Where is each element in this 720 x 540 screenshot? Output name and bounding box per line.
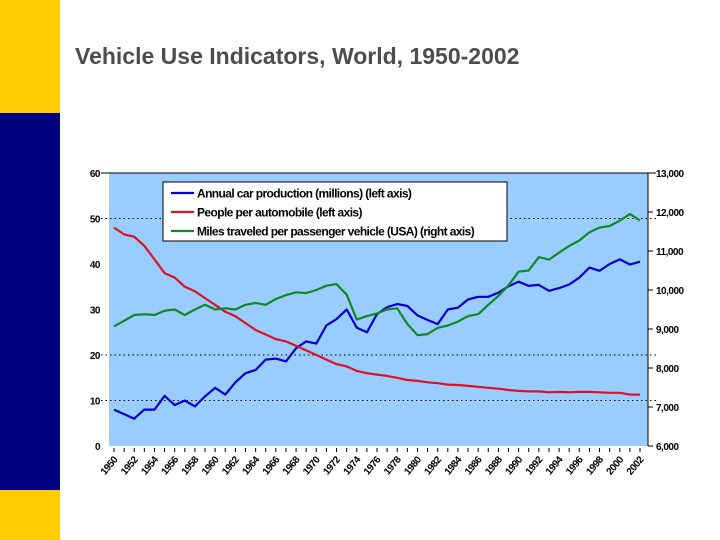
right-tick-label: 10,000 xyxy=(656,286,685,297)
x-tick-label: 2002 xyxy=(625,454,647,477)
x-tick-label: 1996 xyxy=(564,454,586,477)
x-tick-label: 1976 xyxy=(362,454,384,477)
x-tick-label: 2000 xyxy=(605,454,627,477)
x-tick-label: 1978 xyxy=(382,454,404,477)
left-tick-label: 10 xyxy=(90,397,101,408)
x-tick-label: 1986 xyxy=(463,454,485,477)
right-tick-label: 12,000 xyxy=(656,208,685,219)
x-tick-label: 1990 xyxy=(503,454,525,477)
x-tick-label: 1958 xyxy=(180,454,202,477)
series-line-2 xyxy=(113,226,640,396)
x-tick-label: 1952 xyxy=(119,454,141,477)
right-tick-label: 8,000 xyxy=(656,364,679,375)
right-tick-label: 6,000 xyxy=(656,442,679,453)
x-tick-label: 1954 xyxy=(139,454,161,477)
left-tick-label: 50 xyxy=(90,215,101,226)
x-tick-label: 1956 xyxy=(160,454,182,477)
x-tick-label: 1966 xyxy=(261,454,283,477)
left-tick-label: 20 xyxy=(90,351,101,362)
accent-bar-bottom xyxy=(0,490,60,540)
left-tick-label: 0 xyxy=(95,442,101,453)
x-tick-label: 1980 xyxy=(402,454,424,477)
x-tick-label: 1988 xyxy=(483,454,505,477)
right-tick-label: 7,000 xyxy=(656,403,679,414)
left-tick-label: 40 xyxy=(90,260,101,271)
x-tick-label: 1974 xyxy=(342,454,364,477)
x-tick-label: 1960 xyxy=(200,454,222,477)
x-tick-label: 1984 xyxy=(443,454,465,477)
x-tick-label: 1964 xyxy=(240,454,262,477)
x-tick-label: 1972 xyxy=(321,454,343,477)
right-tick-label: 13,000 xyxy=(656,169,685,180)
x-tick-label: 1962 xyxy=(220,454,242,477)
x-tick-label: 1994 xyxy=(544,454,566,477)
x-tick-label: 1998 xyxy=(584,454,606,477)
series-line-3 xyxy=(113,212,641,337)
x-tick-label: 1992 xyxy=(524,454,546,477)
x-tick-label: 1968 xyxy=(281,454,303,477)
x-tick-label: 1950 xyxy=(99,454,121,477)
accent-bar-middle xyxy=(0,113,60,490)
legend-label: Miles traveled per passenger vehicle (US… xyxy=(197,225,475,239)
left-tick-label: 30 xyxy=(90,306,101,317)
legend-box xyxy=(162,181,508,242)
legend-label: Annual car production (millions) (left a… xyxy=(197,187,412,201)
slide-title: Vehicle Use Indicators, World, 1950-2002 xyxy=(75,43,520,69)
x-tick-label: 1982 xyxy=(423,454,445,477)
right-tick-label: 11,000 xyxy=(656,247,684,258)
left-tick-label: 60 xyxy=(90,169,101,180)
legend-label: People per automobile (left axis) xyxy=(197,206,363,220)
accent-bar-top xyxy=(0,0,60,113)
right-tick-label: 9,000 xyxy=(656,325,679,336)
x-tick-label: 1970 xyxy=(301,454,323,477)
